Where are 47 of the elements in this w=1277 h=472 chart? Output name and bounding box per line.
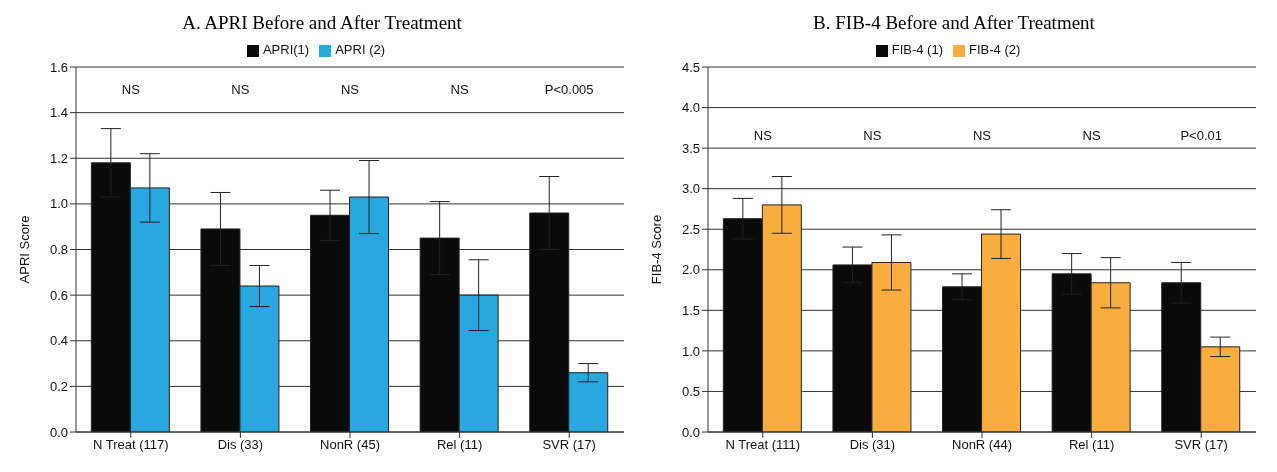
legend-label: FIB-4 (2) <box>969 42 1021 57</box>
x-tick-label: NonR (44) <box>952 437 1012 453</box>
legend-label: FIB-4 (1) <box>891 42 943 57</box>
legend-label: APRI(1) <box>262 42 310 57</box>
y-tick-label: 2.5 <box>681 221 700 237</box>
y-tick-label: 0.6 <box>49 287 68 303</box>
y-tick-label: 4.0 <box>681 100 700 116</box>
y-tick-label: 2.0 <box>681 262 700 278</box>
y-tick-label: 1.2 <box>49 150 68 166</box>
x-tick-label: SVR (17) <box>1174 437 1228 453</box>
annotation: NS <box>752 128 773 143</box>
annotation: NS <box>120 82 141 97</box>
x-tick-label: Rel (11) <box>436 437 483 453</box>
x-tick-label: NonR (45) <box>320 437 380 453</box>
x-tick-label: Rel (11) <box>1068 437 1115 453</box>
annotation: NS <box>971 128 993 143</box>
legend-label: APRI (2) <box>335 42 386 57</box>
y-tick-label: 1.0 <box>681 343 700 359</box>
annotation: NS <box>1081 128 1102 143</box>
x-tick-label: N Treat (117) <box>92 437 169 453</box>
annotation: NS <box>449 82 470 97</box>
y-tick-label: 3.0 <box>681 181 700 197</box>
x-tick-label: SVR (17) <box>542 437 596 453</box>
x-tick-label: N Treat (111) <box>725 437 801 453</box>
y-tick-label: 0.5 <box>681 384 700 400</box>
annotation: NS <box>230 82 251 97</box>
y-tick-label: 0.2 <box>49 378 68 394</box>
annotation: NS <box>862 128 883 143</box>
x-tick-label: Dis (31) <box>849 437 896 453</box>
y-tick-label: 0.0 <box>49 424 68 440</box>
chart-title: B. FIB-4 Before and After Treatment <box>812 11 1096 35</box>
annotation: P<0.01 <box>1179 128 1223 143</box>
x-tick-label: Dis (33) <box>217 437 264 453</box>
y-tick-label: 3.5 <box>681 140 700 156</box>
y-tick-label: 0.8 <box>49 242 68 258</box>
y-tick-label: 0.4 <box>49 333 68 349</box>
y-tick-label: 1.5 <box>681 302 700 318</box>
y-tick-label: 4.5 <box>681 59 700 75</box>
chart-title: A. APRI Before and After Treatment <box>181 11 463 35</box>
annotation: P<0.005 <box>543 82 595 97</box>
y-tick-label: 1.6 <box>49 59 68 75</box>
y-tick-label: 1.0 <box>49 196 68 212</box>
annotation: NS <box>339 82 361 97</box>
y-axis-title: FIB-4 Score <box>648 214 664 285</box>
y-tick-label: 1.4 <box>49 105 68 121</box>
y-tick-label: 0.0 <box>681 424 700 440</box>
y-axis-title: APRI Score <box>16 215 32 284</box>
